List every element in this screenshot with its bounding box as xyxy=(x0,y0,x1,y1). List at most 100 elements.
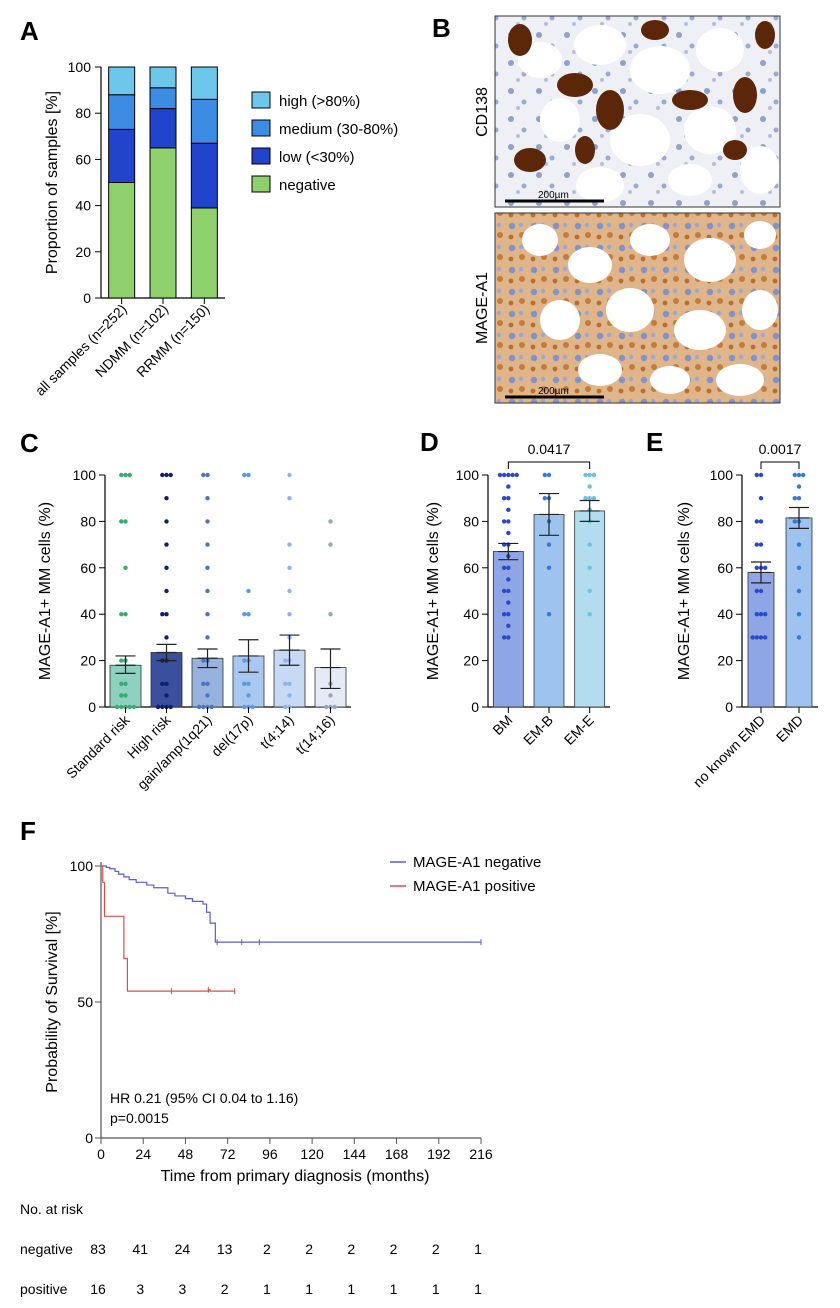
risk-table-title: No. at risk xyxy=(20,1201,84,1217)
a-bar-segment xyxy=(149,108,177,149)
a-y-tick-label: 0 xyxy=(83,290,91,306)
c-data-point xyxy=(123,693,128,698)
d-y-tick-label: 20 xyxy=(463,653,479,669)
f-x-tick-label: 120 xyxy=(300,1146,324,1162)
e-data-point xyxy=(796,484,802,489)
d-data-point xyxy=(501,472,507,478)
c-data-point xyxy=(246,472,251,478)
panel-label-d: D xyxy=(420,427,439,457)
risk-row-value: 1 xyxy=(474,1281,482,1297)
e-data-point xyxy=(796,472,802,478)
c-data-point xyxy=(164,519,169,524)
c-data-point xyxy=(283,681,288,686)
c-data-point xyxy=(287,542,292,547)
c-data-point xyxy=(242,681,247,686)
e-data-point xyxy=(792,519,797,524)
c-data-point xyxy=(246,693,251,698)
c-x-tick-label: Standard risk xyxy=(63,711,133,781)
d-data-point xyxy=(587,588,592,594)
risk-row-value: 24 xyxy=(175,1241,191,1257)
c-data-point xyxy=(119,612,124,617)
d-data-point xyxy=(501,565,507,570)
c-x-tick-label: t(14;16) xyxy=(292,712,337,757)
c-data-point xyxy=(119,693,124,698)
scalebar-label-top: 200µm xyxy=(538,190,569,201)
a-y-tick-label: 60 xyxy=(75,151,91,167)
a-legend-label: high (>80%) xyxy=(279,93,360,110)
d-y-tick-label: 100 xyxy=(456,467,480,483)
risk-row-value: 1 xyxy=(347,1281,355,1297)
d-data-point xyxy=(506,565,511,570)
chart-e-emd: 0 20 40 60 80 100 MAGE-A1+ MM cells (%) no know… xyxy=(676,441,818,790)
a-bar-segment xyxy=(108,94,136,130)
c-x-tick-label: t(4;14) xyxy=(257,712,297,752)
d-bar xyxy=(492,551,524,708)
a-y-tick-label: 100 xyxy=(68,59,92,75)
c-data-point xyxy=(155,704,161,710)
f-y-tick-label: 50 xyxy=(77,994,93,1010)
c-data-point xyxy=(287,693,292,698)
b-bottom-label: MAGE-A1 xyxy=(474,272,491,344)
c-data-point xyxy=(123,681,128,686)
c-data-point xyxy=(205,612,210,617)
c-data-point xyxy=(205,472,210,478)
c-data-point xyxy=(168,472,173,478)
c-data-point xyxy=(205,496,210,501)
e-p-value: 0.0017 xyxy=(759,441,802,457)
c-data-point xyxy=(205,519,210,524)
d-data-point xyxy=(501,612,507,617)
e-data-point xyxy=(796,612,802,617)
c-data-point xyxy=(242,704,247,710)
d-data-point xyxy=(591,472,597,478)
c-data-point xyxy=(168,704,173,710)
d-data-point xyxy=(587,472,592,478)
c-data-point xyxy=(131,704,137,710)
risk-row-label: positive xyxy=(20,1281,68,1297)
c-data-point xyxy=(205,588,210,594)
d-data-point xyxy=(546,472,552,478)
c-data-point xyxy=(205,565,210,570)
c-data-point xyxy=(283,704,288,710)
d-data-point xyxy=(501,588,507,594)
e-data-point xyxy=(758,472,764,478)
a-y-tick-label: 20 xyxy=(75,244,91,260)
e-data-point xyxy=(801,472,806,478)
c-data-point xyxy=(328,612,333,617)
f-x-tick-label: 72 xyxy=(220,1146,236,1162)
e-data-point xyxy=(754,472,759,478)
d-data-point xyxy=(497,472,503,478)
c-data-point xyxy=(127,472,132,478)
e-y-tick-label: 0 xyxy=(725,699,733,715)
a-x-tick-label: RRMM (n=150) xyxy=(133,301,212,380)
c-data-point xyxy=(123,612,128,617)
e-data-point xyxy=(796,496,802,501)
a-bar-segment xyxy=(190,66,218,100)
c-data-point xyxy=(205,693,210,698)
c-data-point xyxy=(164,635,169,640)
c-data-point xyxy=(205,635,210,640)
a-bar-segment xyxy=(149,66,177,89)
c-y-tick-label: 0 xyxy=(88,699,96,715)
risk-row-value: 1 xyxy=(305,1281,313,1297)
d-data-point xyxy=(506,623,511,628)
a-legend-swatch xyxy=(251,91,271,109)
a-legend-swatch xyxy=(251,119,271,137)
d-data-point xyxy=(506,612,511,617)
c-y-tick-label: 100 xyxy=(73,467,97,483)
f-annotation: p=0.0015 xyxy=(110,1110,169,1126)
d-bar xyxy=(574,510,606,708)
panel-label-b: B xyxy=(432,13,451,43)
a-bar-segment xyxy=(108,128,136,183)
d-data-point xyxy=(587,542,592,547)
c-data-point xyxy=(242,472,247,478)
c-data-point xyxy=(242,658,247,663)
c-data-point xyxy=(164,472,169,478)
c-data-point xyxy=(114,704,120,710)
scalebar-label-bottom: 200µm xyxy=(538,386,569,397)
d-data-point xyxy=(510,472,515,478)
c-x-tick-label: gain/amp(1q21) xyxy=(134,712,215,793)
d-data-point xyxy=(583,496,588,501)
d-data-point xyxy=(506,507,511,512)
c-data-point xyxy=(119,472,124,478)
d-data-point xyxy=(506,519,511,524)
